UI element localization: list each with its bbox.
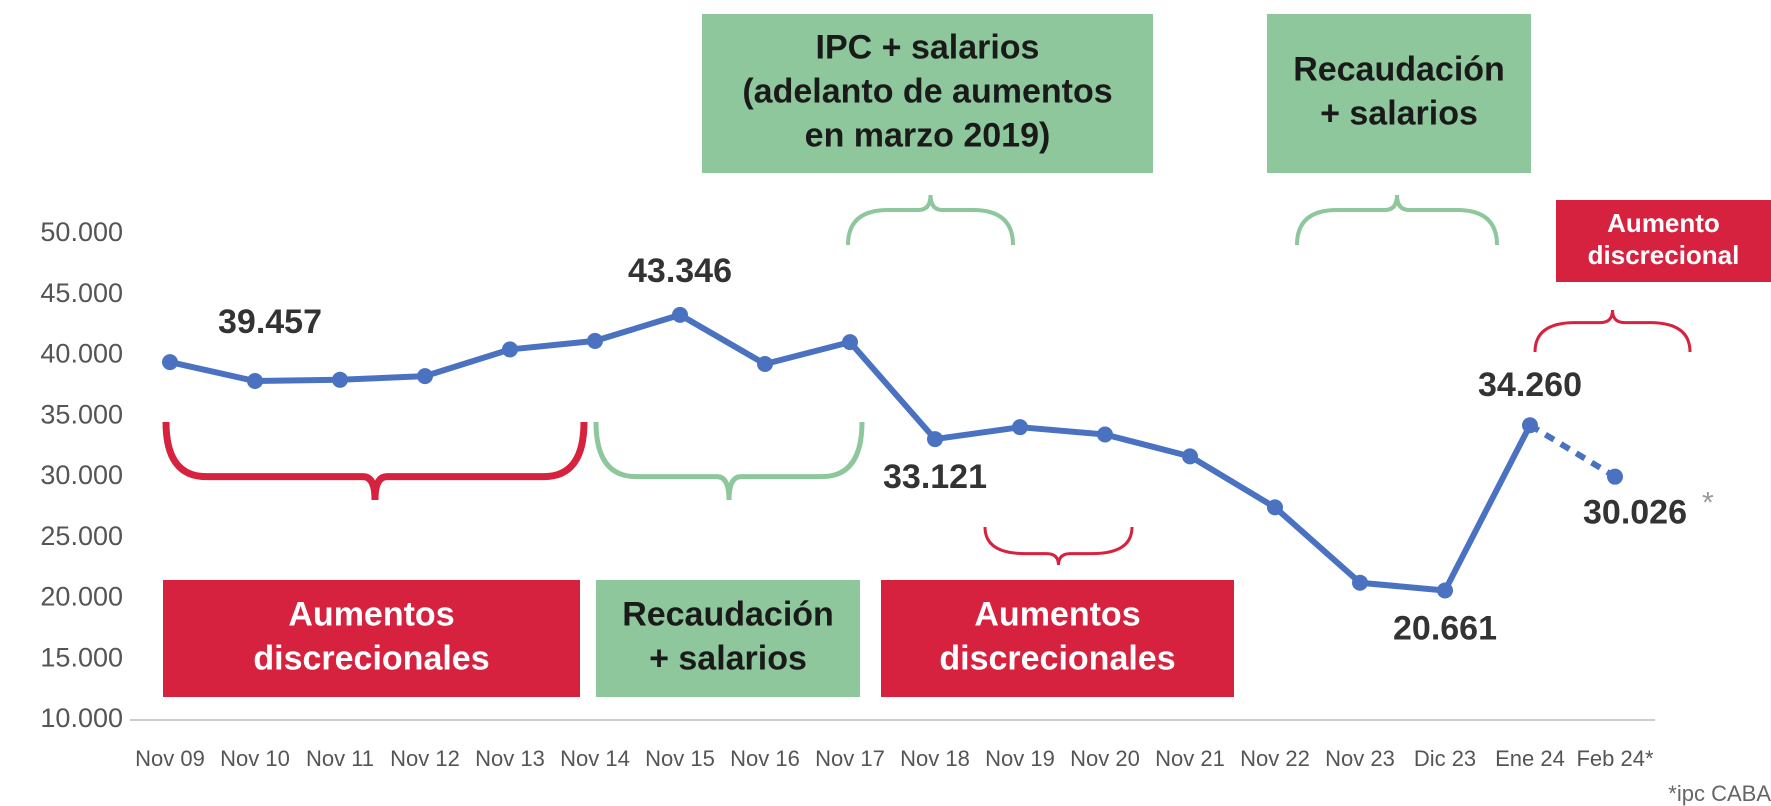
point	[332, 371, 348, 388]
data-label: 30.026	[1583, 494, 1687, 532]
point	[417, 368, 433, 385]
data-label: 33.121	[883, 458, 987, 496]
brace	[1295, 194, 1499, 246]
point	[1522, 417, 1538, 434]
x-tick-label: Nov 21	[1155, 746, 1225, 771]
point	[1352, 574, 1368, 591]
point	[1182, 448, 1198, 465]
brace	[983, 526, 1134, 566]
x-tick-label: Nov 09	[135, 746, 205, 771]
annotation-box	[596, 580, 860, 697]
annotation-text: Recaudación	[1293, 50, 1505, 88]
x-tick-label: Nov 19	[985, 746, 1055, 771]
x-tick-label: Nov 13	[475, 746, 545, 771]
y-tick-label: 35.000	[40, 399, 123, 429]
annotation-text: IPC + salarios	[816, 28, 1040, 66]
x-tick-label: Nov 23	[1325, 746, 1395, 771]
line-projection	[1528, 422, 1617, 480]
y-tick-label: 40.000	[40, 339, 123, 369]
annotation-box	[881, 580, 1234, 697]
y-tick-label: 45.000	[40, 278, 123, 308]
x-tick-label: Nov 16	[730, 746, 800, 771]
point	[587, 332, 603, 349]
footnote-mark: *	[1702, 487, 1714, 520]
data-label: 43.346	[628, 252, 732, 290]
point	[757, 356, 773, 373]
brace	[162, 421, 588, 501]
data-label: 20.661	[1393, 609, 1497, 647]
point	[1607, 468, 1623, 485]
annotation-box	[1267, 14, 1531, 173]
y-tick-label: 25.000	[40, 521, 123, 551]
x-tick-label: Nov 17	[815, 746, 885, 771]
annotation-text: discrecionales	[939, 639, 1175, 677]
point	[502, 341, 518, 358]
annotation-text: en marzo 2019)	[805, 116, 1051, 154]
y-tick-label: 15.000	[40, 642, 123, 672]
annotation-text: discrecional	[1588, 240, 1740, 270]
data-label: 39.457	[218, 303, 322, 341]
point	[842, 334, 858, 351]
data-label: 34.260	[1478, 366, 1582, 404]
x-tick-label: Nov 20	[1070, 746, 1140, 771]
point	[672, 306, 688, 323]
x-tick-label: Nov 12	[390, 746, 460, 771]
y-tick-label: 50.000	[40, 217, 123, 247]
y-tick-label: 20.000	[40, 582, 123, 612]
annotation-text: (adelanto de aumentos	[742, 72, 1112, 110]
footnote: *ipc CABA	[1668, 781, 1771, 806]
line	[169, 311, 1533, 594]
point	[1097, 426, 1113, 443]
x-tick-label: Dic 23	[1414, 746, 1476, 771]
annotation-text: + salarios	[1320, 94, 1478, 132]
annotation-text: Recaudación	[622, 595, 834, 633]
x-tick-label: Nov 18	[900, 746, 970, 771]
annotation-text: Aumento	[1607, 208, 1720, 238]
point	[247, 373, 263, 390]
x-tick-label: Ene 24	[1495, 746, 1565, 771]
point	[162, 354, 178, 371]
point	[1012, 419, 1028, 436]
x-tick-label: Nov 10	[220, 746, 290, 771]
annotation-text: + salarios	[649, 639, 807, 677]
annotation-box	[163, 580, 580, 697]
x-tick-label: Nov 14	[560, 746, 630, 771]
y-tick-label: 10.000	[40, 703, 123, 733]
brace	[593, 421, 865, 501]
annotation-box	[702, 14, 1153, 173]
x-tick-label: Feb 24*	[1576, 746, 1653, 771]
x-tick-label: Nov 22	[1240, 746, 1310, 771]
annotation-text: discrecionales	[253, 639, 489, 677]
brace	[846, 194, 1015, 246]
annotation-box	[1556, 200, 1771, 282]
x-tick-label: Nov 15	[645, 746, 715, 771]
brace	[1533, 309, 1692, 353]
annotation-text: Aumentos	[288, 595, 454, 633]
point	[1437, 582, 1453, 599]
point	[927, 431, 943, 448]
point	[1267, 499, 1283, 516]
x-tick-label: Nov 11	[306, 746, 374, 771]
y-tick-label: 30.000	[40, 460, 123, 490]
annotation-text: Aumentos	[974, 595, 1140, 633]
